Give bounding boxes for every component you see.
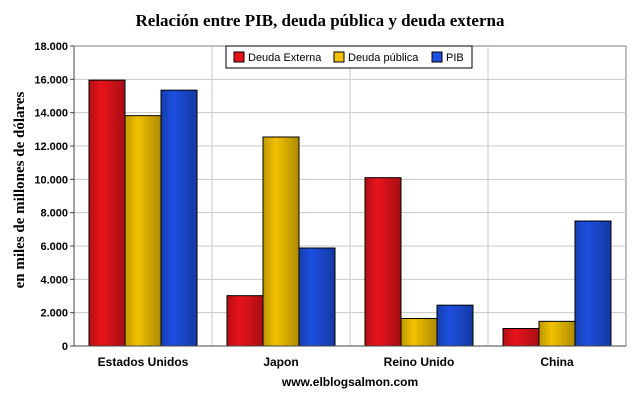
bar-pib[interactable] — [160, 89, 198, 347]
y-tick-label: 10.000 — [34, 174, 68, 186]
bar-deuda-externa[interactable] — [88, 79, 126, 347]
bar-pib[interactable] — [574, 220, 612, 347]
y-tick-label: 16.000 — [34, 74, 68, 86]
legend: Deuda Externa Deuda pública PIB — [225, 45, 473, 69]
y-tick-label: 4.000 — [40, 274, 68, 286]
bar-deuda-externa[interactable] — [364, 177, 402, 347]
bar-deuda-publica[interactable] — [538, 320, 576, 347]
legend-swatch — [431, 51, 443, 63]
bar-pib[interactable] — [298, 247, 336, 347]
bar-deuda-externa[interactable] — [226, 295, 264, 347]
source-credit: www.elblogsalmon.com — [281, 375, 418, 389]
y-tick-label: 2.000 — [40, 308, 68, 320]
legend-swatch — [333, 51, 345, 63]
legend-box — [225, 45, 473, 69]
y-tick-label: 0 — [62, 341, 68, 353]
bar-pib[interactable] — [436, 304, 474, 347]
y-tick-label: 6.000 — [40, 241, 68, 253]
bar-deuda-publica[interactable] — [262, 136, 300, 347]
x-category-label: Reino Unido — [384, 355, 455, 369]
x-category-label: China — [540, 355, 574, 369]
y-axis-label: en miles de millones de dólares — [12, 91, 28, 288]
chart-title: Relación entre PIB, deuda pública y deud… — [136, 11, 505, 30]
y-tick-label: 18.000 — [34, 41, 68, 53]
bar-deuda-publica[interactable] — [124, 115, 162, 347]
plot-area: 0 2.000 4.000 6.000 8.000 10.000 12.000 14.000 1… — [34, 41, 627, 369]
y-tick-label: 14.000 — [34, 108, 68, 120]
legend-label: PIB — [446, 52, 464, 64]
y-tick-label: 8.000 — [40, 208, 68, 220]
y-tick-label: 12.000 — [34, 141, 68, 153]
legend-label: Deuda Externa — [248, 52, 322, 64]
x-category-label: Japon — [263, 355, 298, 369]
legend-swatch — [233, 51, 245, 63]
x-category-label: Estados Unidos — [98, 355, 189, 369]
bar-deuda-externa[interactable] — [502, 328, 540, 347]
legend-label: Deuda pública — [348, 52, 419, 64]
bar-deuda-publica[interactable] — [400, 318, 438, 347]
